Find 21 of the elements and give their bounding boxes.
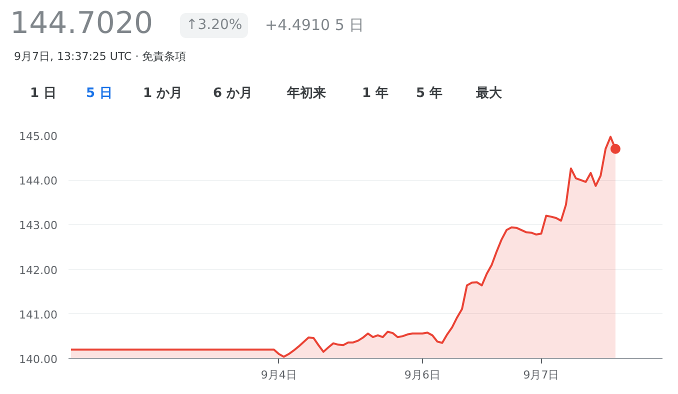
y-tick-label: 144.00 bbox=[19, 174, 58, 188]
chart-title: 144.7020 bbox=[10, 6, 154, 42]
text: 1 日 bbox=[30, 86, 57, 102]
text: +4.4910 5 日 bbox=[265, 16, 364, 34]
text: 1 年 bbox=[362, 86, 389, 102]
x-tick-label: 9月7日 bbox=[523, 368, 560, 382]
text: 1 か月 bbox=[143, 86, 183, 102]
x-tick-label: 9月6日 bbox=[404, 368, 440, 382]
y-tick-label: 143.00 bbox=[19, 219, 58, 232]
y-tick-label: 141.00 bbox=[19, 308, 58, 322]
y-tick-label: 142.00 bbox=[19, 264, 58, 277]
text: 5 年 bbox=[416, 86, 443, 102]
y-tick-label: 145.00 bbox=[19, 130, 58, 143]
y-tick-label: 140.00 bbox=[19, 353, 58, 366]
x-tick-label: 9月4日 bbox=[260, 368, 297, 382]
chart-subtitle: 9月7日, 13:37:25 UTC · 免責条項 bbox=[14, 50, 186, 64]
text: 最大 bbox=[476, 86, 502, 102]
text: ↑3.20% bbox=[180, 13, 248, 38]
text: 年初来 bbox=[287, 86, 326, 102]
text: 5 日 bbox=[86, 86, 113, 102]
text: 6 か月 bbox=[213, 86, 253, 102]
